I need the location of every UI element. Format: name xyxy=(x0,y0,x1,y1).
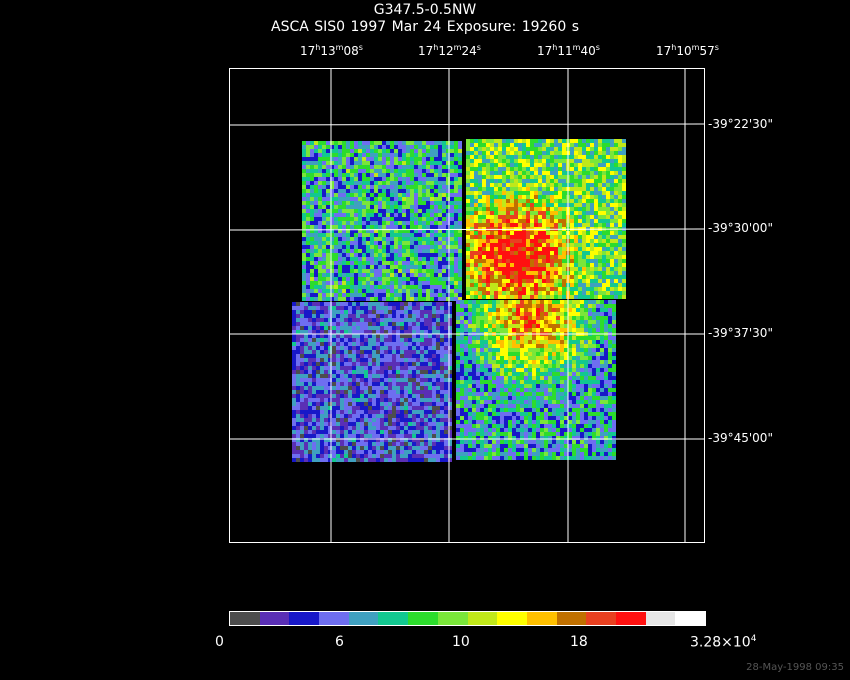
image-frame xyxy=(229,68,705,543)
colorbar-swatch xyxy=(467,612,498,625)
ra-tick-label: 17h10m57s xyxy=(656,43,719,58)
ccd-chip xyxy=(302,141,462,301)
ccd-chip xyxy=(456,300,616,460)
colorbar-swatch xyxy=(319,612,349,625)
colorbar-label: 3.28×104 xyxy=(690,634,757,651)
grid-line xyxy=(230,123,704,126)
colorbar-swatch xyxy=(615,612,646,625)
dec-tick-label: -39°30'00" xyxy=(708,221,773,235)
dec-tick-label: -39°22'30" xyxy=(708,117,773,131)
colorbar-swatch xyxy=(497,612,527,625)
dec-tick-label: -39°37'30" xyxy=(708,326,773,340)
observation-info: ASCA SIS0 1997 Mar 24 Exposure: 19260 s xyxy=(271,19,579,35)
colorbar-swatch xyxy=(259,612,290,625)
ccd-chip xyxy=(466,139,626,299)
xray-count-map xyxy=(230,69,704,542)
ra-tick-label: 17h13m08s xyxy=(300,43,363,58)
colorbar-swatch xyxy=(526,612,557,625)
colorbar-swatch xyxy=(378,612,409,625)
colorbar-swatch xyxy=(645,612,676,625)
colorbar-label: 10 xyxy=(452,634,470,650)
colorbar-swatch xyxy=(230,612,260,625)
colorbar-label: 0 xyxy=(215,634,224,650)
colorbar-swatch xyxy=(556,612,587,625)
ra-tick-label: 17h12m24s xyxy=(418,43,481,58)
ra-tick-label: 17h11m40s xyxy=(537,43,600,58)
colorbar-swatch xyxy=(586,612,616,625)
colorbar-swatch xyxy=(348,612,379,625)
colorbar-label: 6 xyxy=(335,634,344,650)
colorbar-swatch xyxy=(437,612,468,625)
colorbar-swatch xyxy=(408,612,438,625)
colorbar-swatch xyxy=(675,612,705,625)
dec-tick-label: -39°45'00" xyxy=(708,431,773,445)
target-title: G347.5-0.5NW xyxy=(373,2,477,18)
timestamp: 28-May-1998 09:35 xyxy=(746,662,844,673)
grid-line xyxy=(230,228,704,231)
ccd-chip xyxy=(292,302,452,462)
colorbar-swatch xyxy=(289,612,320,625)
colorbar xyxy=(229,611,706,626)
colorbar-label: 18 xyxy=(570,634,588,650)
